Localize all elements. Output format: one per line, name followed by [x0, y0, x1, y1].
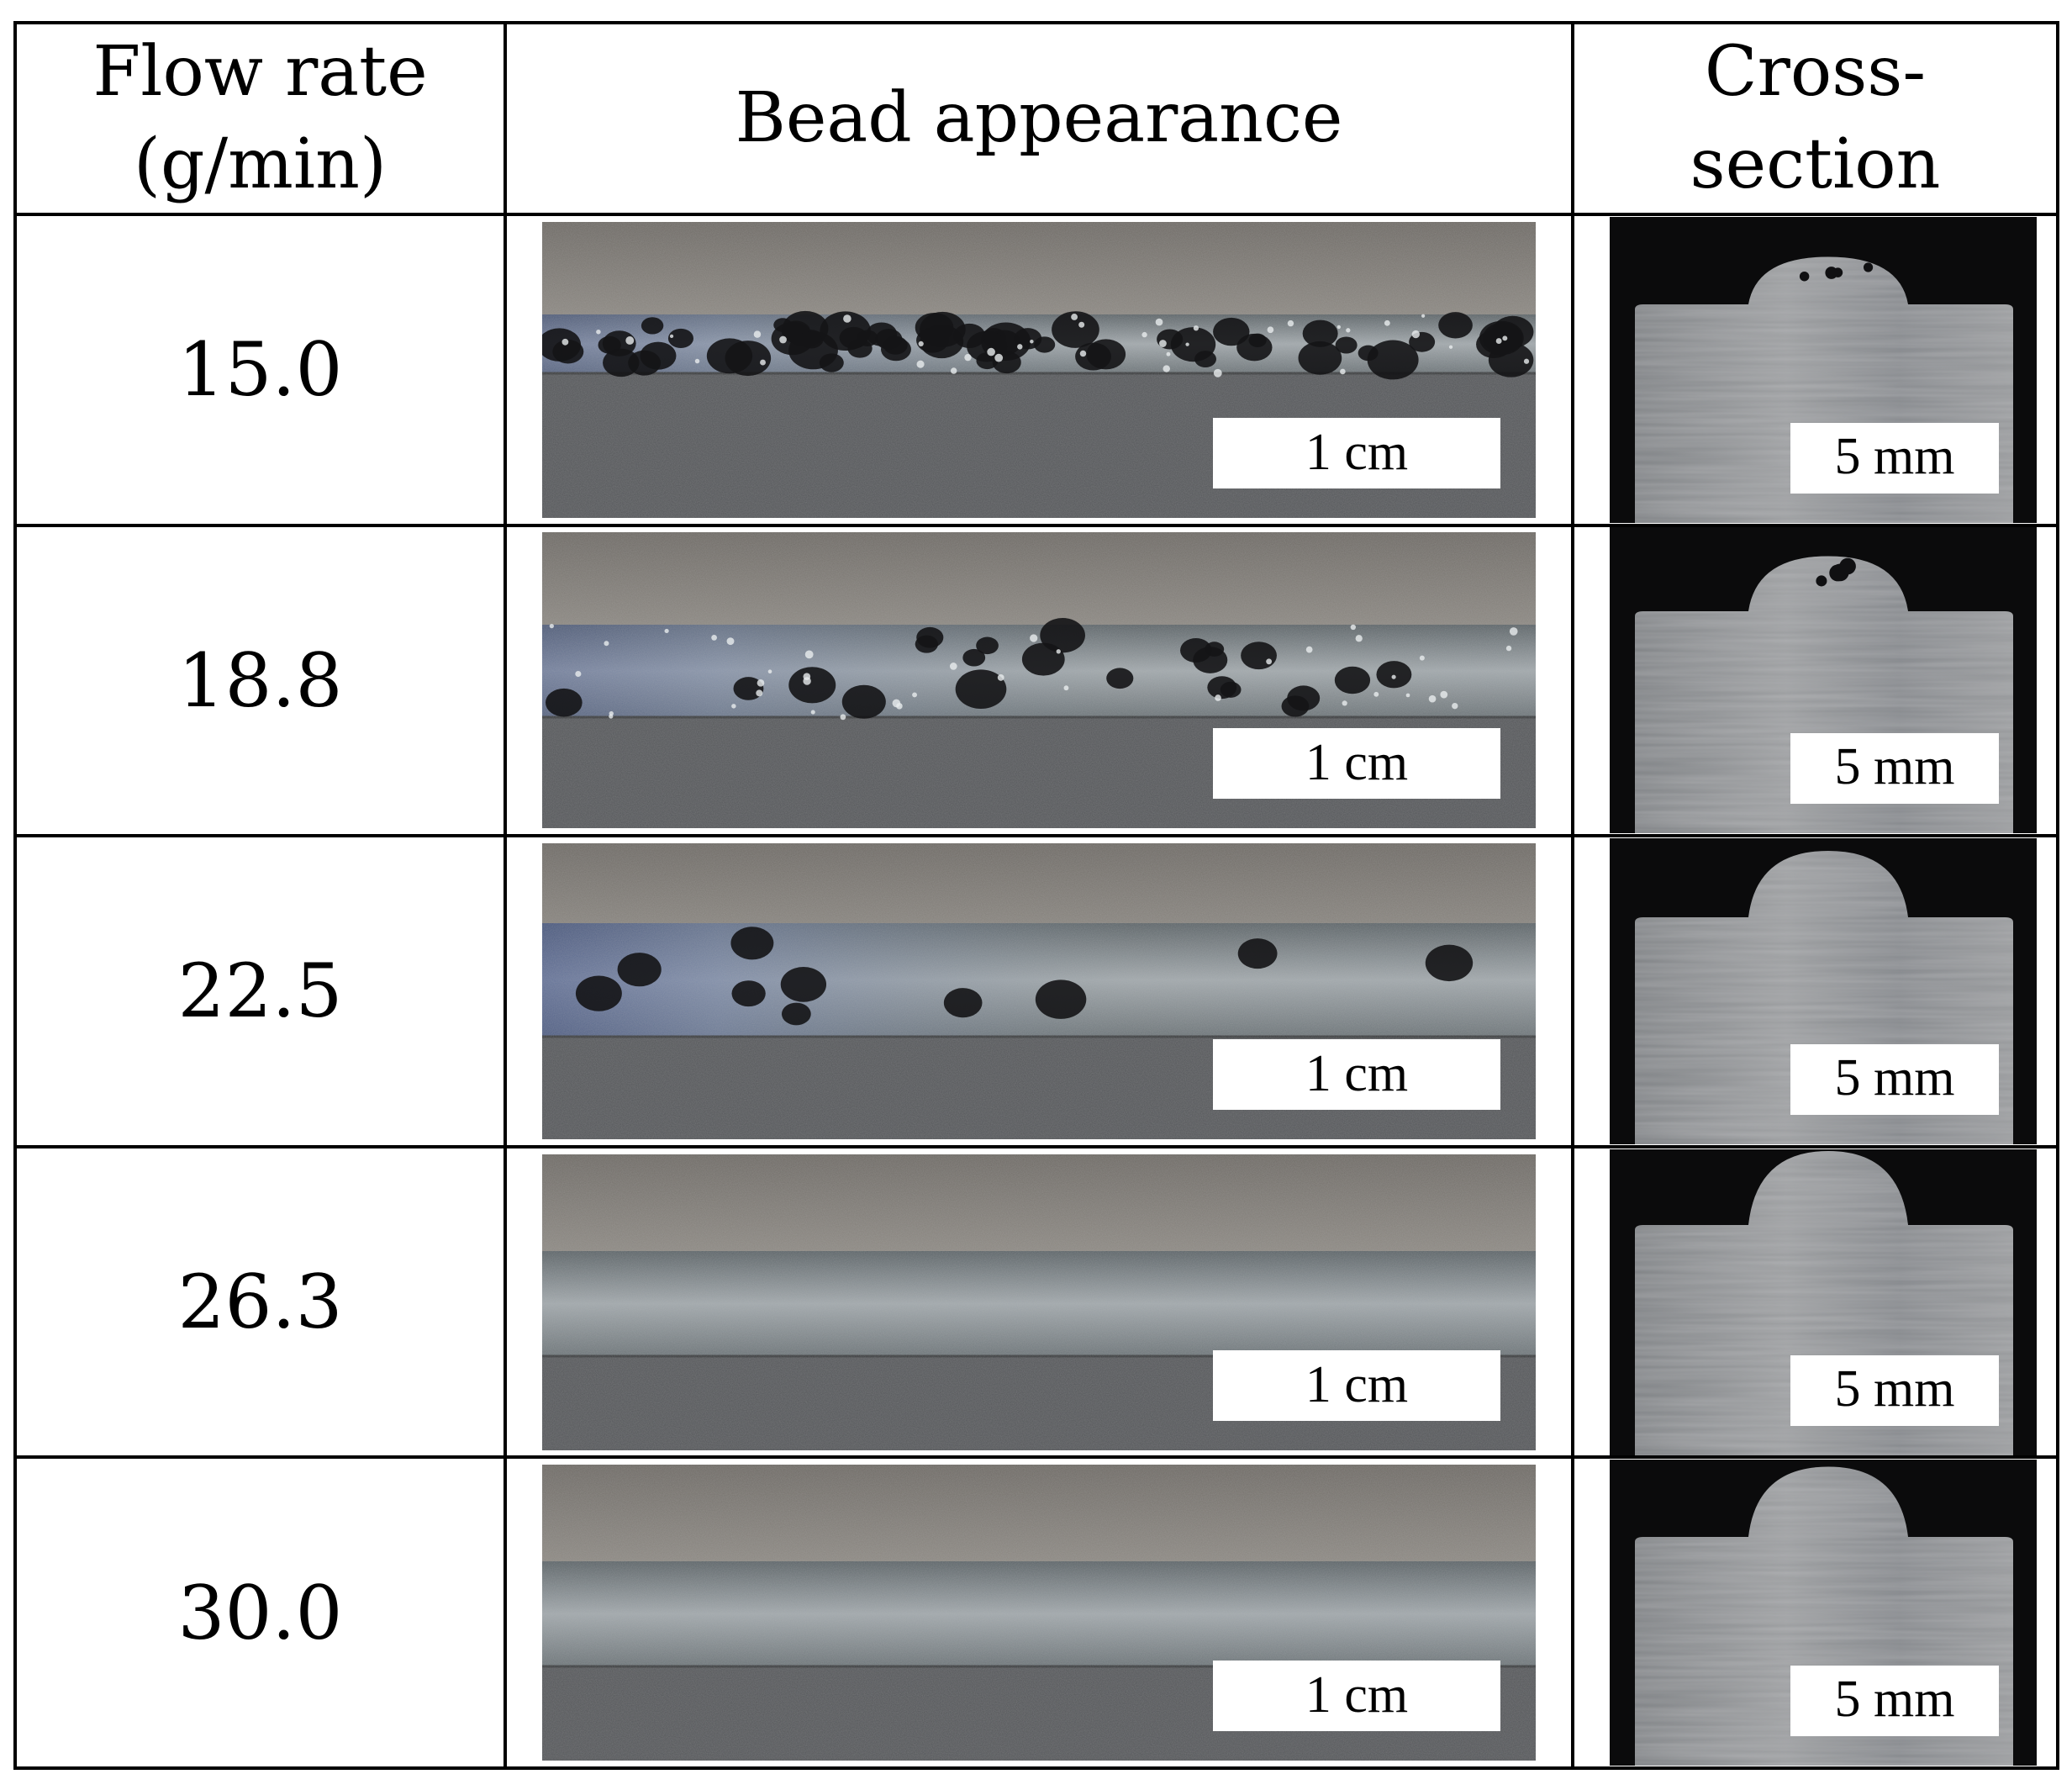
bead-results-table: Flow rate (g/min) Bead appearance Cross-…	[13, 21, 2059, 1770]
header-cross-section: Cross-section	[1571, 21, 2059, 216]
cross-section-cell: 5 mm	[1571, 213, 2059, 527]
table-row: 22.5 1 cm 5 mm	[13, 834, 2059, 1148]
flow-rate-value: 18.8	[13, 523, 507, 838]
table-row: 15.0 1 cm 5 mm	[13, 213, 2059, 527]
cross-section-photo: 5 mm	[1610, 837, 2037, 1144]
bead-photo: 1 cm	[542, 221, 1536, 518]
bead-photo: 1 cm	[542, 1154, 1536, 1450]
cross-section-scale-label: 5 mm	[1835, 1360, 1955, 1418]
header-bead-appearance: Bead appearance	[504, 21, 1574, 216]
bead-scale-label: 1 cm	[1305, 424, 1408, 481]
cross-section-scale-label: 5 mm	[1835, 428, 1955, 485]
table-row: 18.8 1 cm 5 mm	[13, 523, 2059, 838]
bead-photo: 1 cm	[542, 842, 1536, 1139]
bead-scale-label: 1 cm	[1305, 734, 1408, 791]
cross-section-cell: 5 mm	[1571, 523, 2059, 838]
cross-section-photo: 5 mm	[1610, 216, 2037, 523]
cross-section-scale-label: 5 mm	[1835, 738, 1955, 795]
header-flow-rate: Flow rate (g/min)	[13, 21, 507, 216]
cross-section-cell: 5 mm	[1571, 1144, 2059, 1460]
header-row: Flow rate (g/min) Bead appearance Cross-…	[13, 21, 2059, 216]
bead-appearance-cell: 1 cm	[504, 213, 1574, 527]
bead-scale-label: 1 cm	[1305, 1666, 1408, 1724]
flow-rate-value: 30.0	[13, 1455, 507, 1770]
bead-scale-label: 1 cm	[1305, 1356, 1408, 1413]
cross-section-scale-label: 5 mm	[1835, 1671, 1955, 1728]
cross-section-cell: 5 mm	[1571, 1455, 2059, 1770]
bead-appearance-cell: 1 cm	[504, 834, 1574, 1148]
cross-section-cell: 5 mm	[1571, 834, 2059, 1148]
bead-scale-label: 1 cm	[1305, 1045, 1408, 1102]
flow-rate-value: 15.0	[13, 213, 507, 527]
cross-section-scale-label: 5 mm	[1835, 1049, 1955, 1106]
flow-rate-value: 22.5	[13, 834, 507, 1148]
cross-section-photo: 5 mm	[1610, 1460, 2037, 1766]
cross-section-photo: 5 mm	[1610, 527, 2037, 834]
flow-rate-value: 26.3	[13, 1144, 507, 1460]
bead-appearance-cell: 1 cm	[504, 523, 1574, 838]
table-row: 30.0 1 cm 5 mm	[13, 1455, 2059, 1770]
bead-photo: 1 cm	[542, 1465, 1536, 1761]
table-row: 26.3 1 cm 5 mm	[13, 1144, 2059, 1460]
bead-appearance-cell: 1 cm	[504, 1144, 1574, 1460]
cross-section-photo: 5 mm	[1610, 1148, 2037, 1455]
bead-photo: 1 cm	[542, 532, 1536, 829]
bead-appearance-cell: 1 cm	[504, 1455, 1574, 1770]
